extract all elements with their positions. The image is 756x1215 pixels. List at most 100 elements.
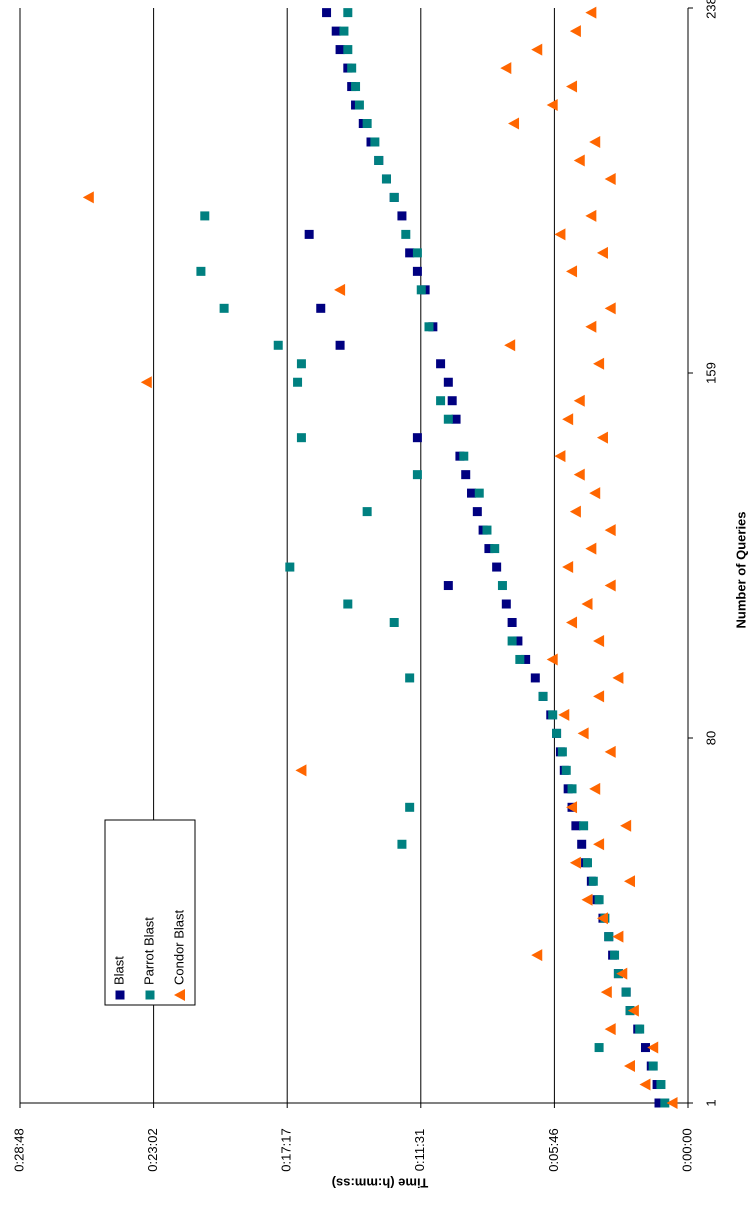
point [554,450,566,463]
point [504,339,516,352]
point [285,562,295,572]
point [593,357,605,370]
point [569,25,581,38]
y-tick-label: 0:17:17 [279,1128,294,1171]
point [579,821,589,831]
point [343,599,353,609]
point [647,1041,659,1054]
point [648,1061,658,1071]
point [593,690,605,703]
y-tick-label: 0:28:48 [11,1128,26,1171]
point [424,322,434,332]
point [354,100,364,110]
point [552,728,562,738]
point [508,117,520,130]
point [624,1060,636,1073]
point [370,137,380,147]
point [500,62,512,75]
point [558,708,570,721]
legend-marker [174,989,185,1001]
point [589,487,601,500]
point [620,819,632,832]
point [581,598,593,611]
point [546,653,558,666]
point [610,950,620,960]
point [443,414,453,424]
point [362,507,372,517]
point [351,82,361,92]
point [316,303,326,313]
point [397,839,407,849]
point [604,579,616,592]
point [467,488,477,498]
point [497,581,507,591]
point [548,710,558,720]
point [412,470,422,480]
point [443,377,453,387]
point [381,174,391,184]
x-tick-label: 1 [703,1099,718,1106]
point [334,283,346,296]
point [582,858,592,868]
point [459,451,469,461]
point [140,376,152,389]
point [566,265,578,278]
point [461,470,471,480]
x-tick-label: 238 [703,0,718,19]
point [347,63,357,73]
point [569,856,581,869]
point [515,654,525,664]
y-tick-label: 0:11:31 [412,1129,427,1171]
point [593,838,605,851]
point [374,155,384,165]
point [604,932,614,942]
point [585,320,597,333]
point [343,45,353,55]
legend-label: Condor Blast [171,909,186,985]
point [273,340,283,350]
point [604,745,616,758]
point [596,912,608,925]
point [616,967,628,980]
point [571,821,581,831]
point [436,396,446,406]
legend: Blast Parrot Blast Condor Blast [104,819,196,1006]
point [501,599,511,609]
point [389,617,399,627]
point [405,673,415,683]
point [335,45,345,55]
point [484,544,494,554]
point [666,1097,678,1109]
point [322,8,332,18]
legend-label: Blast [111,956,126,985]
point [557,747,567,757]
point [492,562,502,572]
point [588,876,598,886]
point [546,99,558,112]
point [612,930,624,943]
point [521,654,531,664]
point [589,135,601,148]
point [594,895,604,905]
point [585,542,597,555]
point [405,802,415,812]
point [561,765,571,775]
x-tick-label: 80 [703,731,718,745]
point [451,414,461,424]
point [573,468,585,481]
legend-box [104,819,196,1006]
point [604,302,616,315]
point [82,191,94,204]
point [389,192,399,202]
point [530,673,540,683]
point [656,1080,666,1090]
point [296,359,306,369]
point [443,581,453,591]
legend-marker [115,990,125,1000]
y-axis-title: Time (h:mm:ss) [332,1176,429,1191]
point [335,340,345,350]
legend-label: Parrot Blast [141,917,156,985]
point [401,229,411,239]
point [660,1098,670,1108]
point [416,285,426,295]
